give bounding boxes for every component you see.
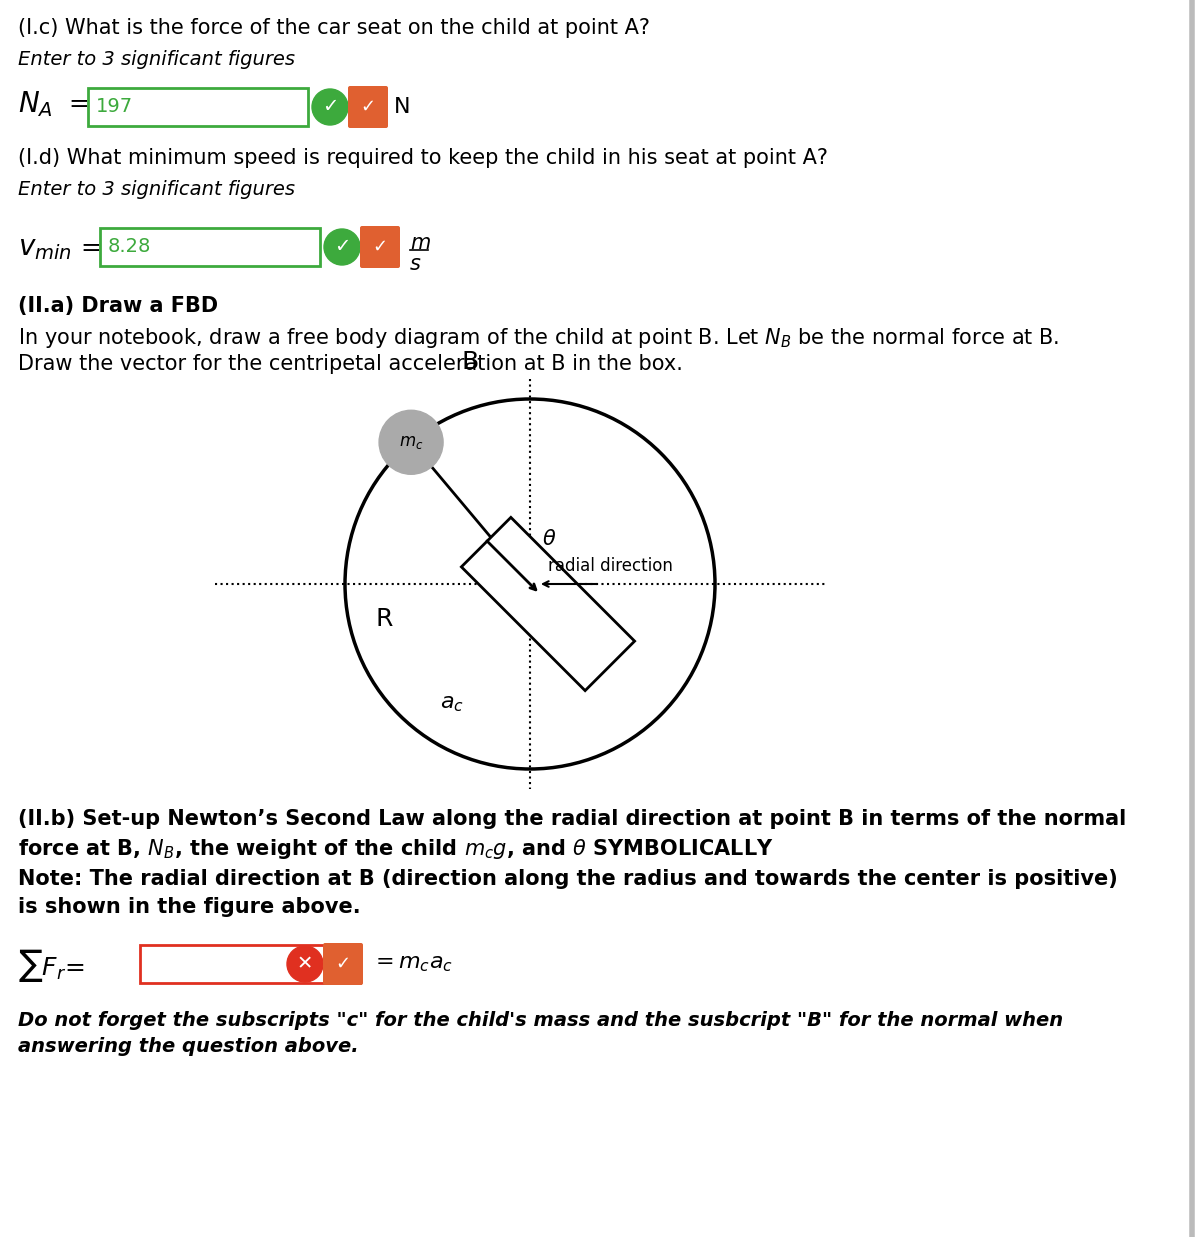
Text: s: s bbox=[410, 254, 421, 275]
FancyBboxPatch shape bbox=[348, 87, 388, 127]
Text: =: = bbox=[80, 236, 101, 260]
Text: In your notebook, draw a free body diagram of the child at point B. Let $N_B$ be: In your notebook, draw a free body diagr… bbox=[18, 327, 1060, 350]
Text: is shown in the figure above.: is shown in the figure above. bbox=[18, 897, 361, 917]
Text: ✓: ✓ bbox=[360, 98, 376, 116]
Text: m: m bbox=[410, 233, 431, 254]
Text: ✓: ✓ bbox=[334, 238, 350, 256]
FancyBboxPatch shape bbox=[100, 228, 320, 266]
FancyBboxPatch shape bbox=[88, 88, 308, 126]
Circle shape bbox=[324, 229, 360, 265]
Text: Do not forget the subscripts "c" for the child's mass and the susbcript "B" for : Do not forget the subscripts "c" for the… bbox=[18, 1011, 1063, 1030]
Text: $\theta$: $\theta$ bbox=[542, 529, 557, 549]
Text: (II.b) Set-up Newton’s Second Law along the radial direction at point B in terms: (II.b) Set-up Newton’s Second Law along … bbox=[18, 809, 1127, 829]
Text: force at B, $N_B$, the weight of the child $m_c g$, and $\theta$ SYMBOLICALLY: force at B, $N_B$, the weight of the chi… bbox=[18, 837, 774, 861]
Text: $N_A$: $N_A$ bbox=[18, 89, 53, 119]
Text: $= m_c a_c$: $= m_c a_c$ bbox=[371, 954, 454, 974]
Text: =: = bbox=[68, 92, 89, 116]
Text: (I.c) What is the force of the car seat on the child at point A?: (I.c) What is the force of the car seat … bbox=[18, 19, 650, 38]
Text: ✓: ✓ bbox=[336, 955, 350, 974]
FancyBboxPatch shape bbox=[323, 943, 364, 985]
Text: $\sum F_r$=: $\sum F_r$= bbox=[18, 946, 84, 983]
Text: B: B bbox=[461, 350, 479, 374]
Circle shape bbox=[346, 400, 715, 769]
Text: 197: 197 bbox=[96, 98, 133, 116]
Text: ✓: ✓ bbox=[372, 238, 388, 256]
Text: $m_c$: $m_c$ bbox=[398, 433, 424, 452]
Text: R: R bbox=[374, 607, 392, 631]
Text: 8.28: 8.28 bbox=[108, 238, 151, 256]
Text: Draw the vector for the centripetal acceleration at B in the box.: Draw the vector for the centripetal acce… bbox=[18, 354, 683, 374]
Text: ✓: ✓ bbox=[322, 98, 338, 116]
FancyBboxPatch shape bbox=[360, 226, 400, 268]
Text: ✕: ✕ bbox=[296, 955, 313, 974]
FancyBboxPatch shape bbox=[140, 945, 360, 983]
Text: N: N bbox=[394, 96, 410, 118]
Text: answering the question above.: answering the question above. bbox=[18, 1037, 359, 1056]
Text: (II.a) Draw a FBD: (II.a) Draw a FBD bbox=[18, 296, 218, 315]
Circle shape bbox=[379, 411, 443, 474]
Circle shape bbox=[287, 946, 323, 982]
Text: (I.d) What minimum speed is required to keep the child in his seat at point A?: (I.d) What minimum speed is required to … bbox=[18, 148, 828, 168]
Polygon shape bbox=[461, 517, 635, 690]
Text: Enter to 3 significant figures: Enter to 3 significant figures bbox=[18, 181, 295, 199]
Text: $a_c$: $a_c$ bbox=[440, 694, 464, 714]
Circle shape bbox=[312, 89, 348, 125]
Text: radial direction: radial direction bbox=[548, 557, 673, 575]
Text: Enter to 3 significant figures: Enter to 3 significant figures bbox=[18, 49, 295, 69]
Text: $v_{min}$: $v_{min}$ bbox=[18, 234, 72, 262]
Text: Note: The radial direction at B (direction along the radius and towards the cent: Note: The radial direction at B (directi… bbox=[18, 870, 1117, 889]
